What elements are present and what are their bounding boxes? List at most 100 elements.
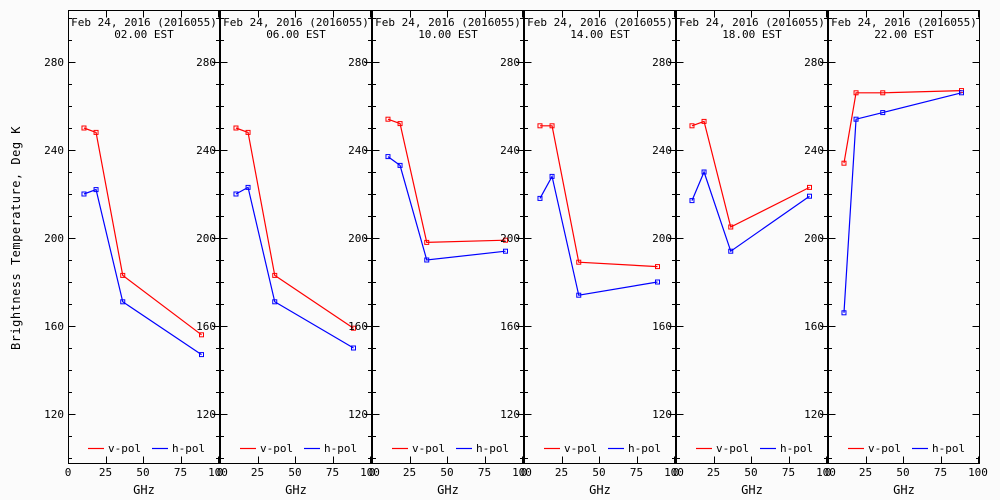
h-pol-marker xyxy=(351,345,356,351)
x-tick-label: 50 xyxy=(592,466,605,479)
h-pol-legend-label: h-pol xyxy=(628,442,661,455)
y-tick-label: 160 xyxy=(44,320,64,333)
x-tick-label: 25 xyxy=(99,466,112,479)
panel-subtitle: 06.00 EST xyxy=(266,28,326,41)
v-pol-line xyxy=(235,127,354,329)
panel-box xyxy=(828,10,980,464)
x-axis-title: GHz xyxy=(589,483,611,497)
panel-subtitle: 22.00 EST xyxy=(874,28,934,41)
x-tick-label: 25 xyxy=(251,466,264,479)
v-pol-marker xyxy=(880,90,886,96)
y-tick-label: 280 xyxy=(196,56,216,69)
v-pol-marker xyxy=(272,272,278,278)
panel-subtitle: 02.00 EST xyxy=(114,28,174,41)
v-pol-marker xyxy=(93,129,99,135)
x-tick-label: 25 xyxy=(555,466,568,479)
y-tick-label: 240 xyxy=(500,144,520,157)
v-pol-marker xyxy=(549,123,555,129)
v-pol-marker xyxy=(245,129,251,135)
x-tick-label: 75 xyxy=(782,466,795,479)
x-tick-label: 0 xyxy=(65,466,72,479)
x-axis-title: GHz xyxy=(437,483,459,497)
x-tick-label: 75 xyxy=(326,466,339,479)
y-tick-label: 200 xyxy=(196,232,216,245)
h-pol-line xyxy=(235,186,354,349)
h-pol-marker xyxy=(689,198,695,204)
chart-panel: 0 25 50 75 100 120 160 200 240 280 Feb 24, 2016 (2… xyxy=(44,10,228,497)
y-tick-label: 240 xyxy=(44,144,64,157)
y-tick-label: 280 xyxy=(652,56,672,69)
y-tick-label: 200 xyxy=(804,232,824,245)
h-pol-marker xyxy=(233,191,239,197)
panel-subtitle: 10.00 EST xyxy=(418,28,478,41)
y-tick-label: 200 xyxy=(44,232,64,245)
y-tick-label: 280 xyxy=(44,56,64,69)
v-pol-marker xyxy=(120,272,126,278)
y-tick-label: 240 xyxy=(804,144,824,157)
h-pol-marker xyxy=(880,110,886,116)
x-tick-label: 75 xyxy=(478,466,491,479)
h-pol-marker xyxy=(807,193,812,199)
x-tick-label: 25 xyxy=(859,466,872,479)
chart-panel: 0 25 50 75 100 120 160 200 240 280 Feb 24, 2016 (2… xyxy=(196,10,380,497)
h-pol-legend-label: h-pol xyxy=(476,442,509,455)
v-pol-marker xyxy=(728,224,734,230)
y-tick-label: 200 xyxy=(652,232,672,245)
h-pol-line xyxy=(387,156,506,261)
h-pol-marker xyxy=(81,191,87,197)
h-pol-marker xyxy=(385,154,391,160)
h-pol-marker xyxy=(397,162,403,168)
h-pol-marker xyxy=(853,116,859,122)
v-pol-marker xyxy=(233,125,239,131)
y-tick-label: 280 xyxy=(500,56,520,69)
x-tick-label: 100 xyxy=(816,466,836,479)
y-tick-label: 120 xyxy=(44,408,64,421)
v-pol-marker xyxy=(689,123,695,129)
v-pol-marker xyxy=(424,239,430,245)
x-tick-label: 75 xyxy=(630,466,643,479)
v-pol-legend-label: v-pol xyxy=(412,442,445,455)
h-pol-marker xyxy=(841,310,847,316)
h-pol-marker xyxy=(959,90,964,96)
x-tick-label: 0 xyxy=(217,466,224,479)
panel-subtitle: 18.00 EST xyxy=(722,28,782,41)
h-pol-legend-label: h-pol xyxy=(324,442,357,455)
h-pol-marker xyxy=(655,279,660,285)
h-pol-marker xyxy=(120,299,126,305)
v-pol-marker xyxy=(701,118,707,124)
y-tick-label: 160 xyxy=(348,320,368,333)
v-pol-marker xyxy=(655,264,660,270)
h-pol-marker xyxy=(245,184,251,190)
x-tick-label: 50 xyxy=(440,466,453,479)
h-pol-marker xyxy=(537,195,543,201)
y-tick-label: 160 xyxy=(500,320,520,333)
v-pol-marker xyxy=(853,90,859,96)
h-pol-line xyxy=(539,174,658,296)
v-pol-marker xyxy=(397,121,403,127)
h-pol-legend-label: h-pol xyxy=(780,442,813,455)
y-tick-label: 160 xyxy=(804,320,824,333)
chart-panel: 0 25 50 75 100 120 160 200 240 280 Feb 24, 2016 (2… xyxy=(652,10,836,497)
x-tick-label: 25 xyxy=(403,466,416,479)
panel-title: Feb 24, 2016 (2016055) xyxy=(527,16,673,29)
x-tick-label: 50 xyxy=(896,466,909,479)
h-pol-marker xyxy=(549,173,555,179)
h-pol-line xyxy=(843,92,962,313)
x-axis-title: GHz xyxy=(893,483,915,497)
x-tick-label: 0 xyxy=(521,466,528,479)
v-pol-marker xyxy=(807,184,812,190)
h-pol-marker xyxy=(503,248,508,254)
h-pol-marker xyxy=(424,257,430,263)
y-tick-label: 280 xyxy=(804,56,824,69)
v-pol-marker xyxy=(537,123,543,129)
h-pol-line xyxy=(83,188,202,356)
v-pol-legend-label: v-pol xyxy=(564,442,597,455)
v-pol-marker xyxy=(385,116,391,122)
v-pol-marker xyxy=(503,237,508,243)
h-pol-marker xyxy=(701,169,707,175)
x-tick-label: 100 xyxy=(208,466,228,479)
h-pol-marker xyxy=(199,352,204,358)
y-tick-label: 200 xyxy=(500,232,520,245)
v-pol-line xyxy=(539,125,658,268)
